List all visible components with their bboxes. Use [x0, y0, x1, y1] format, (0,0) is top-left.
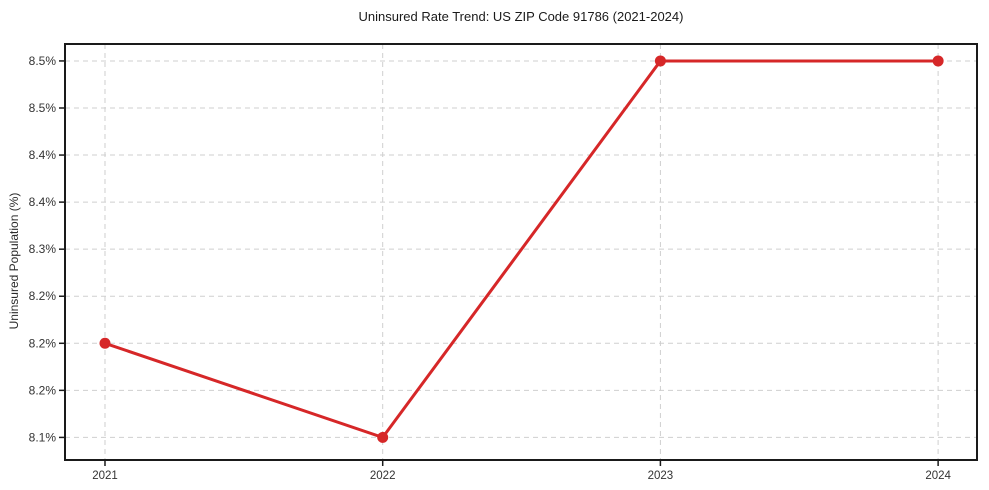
x-tick-label: 2021	[92, 470, 118, 482]
trend-line	[103, 59, 940, 439]
y-tick-label: 8.2%	[29, 336, 57, 350]
plot-border	[64, 43, 978, 461]
data-point-marker	[654, 55, 666, 67]
x-tick-label: 2024	[925, 470, 951, 482]
y-tick-label: 8.3%	[29, 242, 57, 256]
chart-title: Uninsured Rate Trend: US ZIP Code 91786 …	[358, 9, 684, 24]
data-point-marker	[99, 337, 111, 349]
y-axis-label: Uninsured Population (%)	[7, 192, 21, 330]
x-tick-label: 2023	[648, 470, 674, 482]
y-tick-label: 8.5%	[29, 54, 57, 68]
y-tick-label: 8.4%	[29, 148, 57, 162]
y-tick-label: 8.5%	[29, 101, 57, 115]
y-tick-label: 8.4%	[29, 195, 57, 209]
y-tick-label: 8.1%	[29, 430, 57, 444]
y-tick-label: 8.2%	[29, 289, 57, 303]
x-tick-label: 2022	[370, 470, 396, 482]
y-tick-label: 8.2%	[29, 383, 57, 397]
data-point-marker	[932, 55, 944, 67]
data-point-marker	[377, 431, 389, 443]
